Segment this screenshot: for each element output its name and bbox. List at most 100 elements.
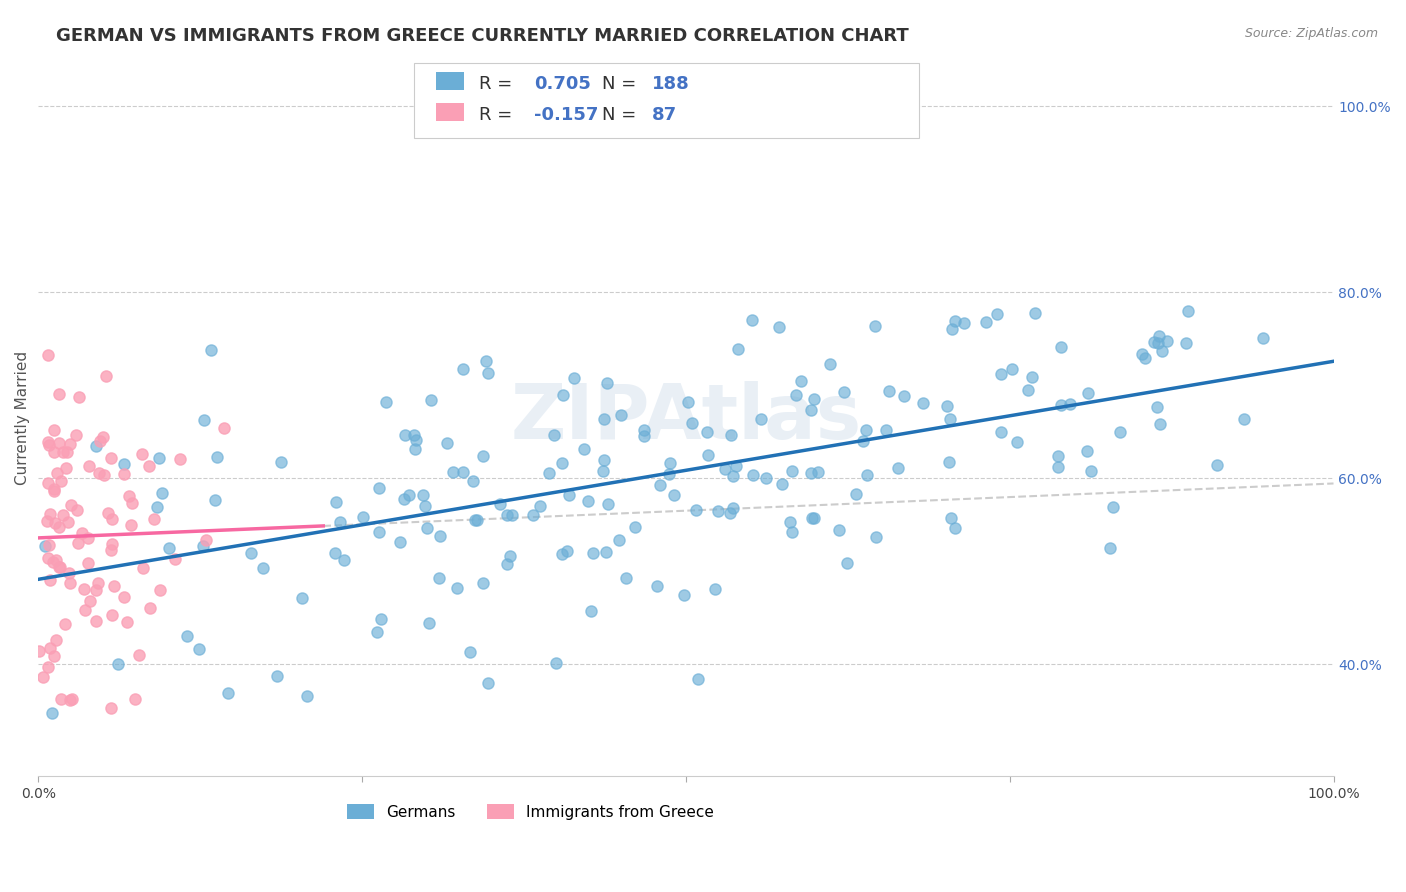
Point xyxy=(394,491,416,506)
Point xyxy=(131,447,153,461)
Point xyxy=(624,520,647,534)
Point xyxy=(551,388,574,402)
Point xyxy=(1046,449,1069,463)
Point xyxy=(887,460,910,475)
Point xyxy=(593,453,616,467)
Point xyxy=(742,468,765,483)
Point xyxy=(1146,400,1168,414)
Point xyxy=(419,392,441,407)
Point xyxy=(1049,398,1071,412)
Point xyxy=(93,467,115,482)
Point xyxy=(323,546,346,560)
Point xyxy=(820,357,842,371)
Point xyxy=(32,670,55,684)
Text: 87: 87 xyxy=(652,106,678,124)
Point xyxy=(270,455,292,469)
Point xyxy=(803,511,825,525)
Point xyxy=(1152,344,1174,359)
Point xyxy=(581,545,603,559)
Bar xyxy=(436,72,464,90)
Point xyxy=(51,475,73,489)
Point xyxy=(935,400,957,414)
Point xyxy=(832,385,855,400)
Point xyxy=(49,692,72,706)
Point xyxy=(1108,425,1130,439)
Point xyxy=(44,516,66,530)
Point xyxy=(58,566,80,580)
Point xyxy=(686,672,709,686)
Point xyxy=(415,499,437,513)
Point xyxy=(65,428,87,442)
Point xyxy=(564,370,586,384)
Point xyxy=(73,582,96,596)
Point xyxy=(124,691,146,706)
Point xyxy=(38,538,60,552)
Point xyxy=(865,530,887,544)
Point xyxy=(37,660,59,674)
Text: ZIPAtlas: ZIPAtlas xyxy=(510,381,862,455)
Point xyxy=(633,423,655,437)
Point xyxy=(389,534,412,549)
Point xyxy=(596,376,619,390)
Point xyxy=(718,506,741,520)
Point xyxy=(659,456,682,470)
Point xyxy=(1017,384,1039,398)
Point xyxy=(94,368,117,383)
Point xyxy=(214,421,236,435)
Point xyxy=(218,686,240,700)
Point xyxy=(460,645,482,659)
Point xyxy=(329,515,352,529)
Point xyxy=(27,643,49,657)
Point xyxy=(73,602,96,616)
Point xyxy=(325,495,347,509)
Point xyxy=(1143,335,1166,350)
Point xyxy=(696,425,718,439)
Point xyxy=(755,471,778,485)
Point xyxy=(943,314,966,328)
Point xyxy=(42,423,65,437)
Point xyxy=(1175,336,1198,351)
Point xyxy=(800,402,823,417)
Point xyxy=(115,615,138,629)
Point xyxy=(856,467,879,482)
Point xyxy=(89,466,111,480)
Point xyxy=(1059,397,1081,411)
Point xyxy=(429,529,451,543)
Point xyxy=(55,461,77,475)
Text: N =: N = xyxy=(602,106,641,124)
Point xyxy=(72,525,94,540)
Point xyxy=(128,648,150,662)
Point xyxy=(205,450,228,464)
Point xyxy=(48,519,70,533)
Point xyxy=(37,348,59,362)
Point xyxy=(42,556,65,570)
Point xyxy=(101,608,124,623)
Point xyxy=(84,583,107,598)
Point xyxy=(38,640,60,655)
Point xyxy=(368,525,391,540)
Point xyxy=(610,408,633,422)
Point xyxy=(1177,304,1199,318)
Point xyxy=(768,320,790,334)
Text: GERMAN VS IMMIGRANTS FROM GREECE CURRENTLY MARRIED CORRELATION CHART: GERMAN VS IMMIGRANTS FROM GREECE CURRENT… xyxy=(56,27,910,45)
Point xyxy=(45,632,67,647)
Point xyxy=(100,450,122,465)
Point xyxy=(489,497,512,511)
Point xyxy=(159,541,181,555)
Point xyxy=(42,482,65,496)
Point xyxy=(427,571,450,585)
Text: R =: R = xyxy=(478,75,517,93)
Point xyxy=(441,465,464,479)
Point xyxy=(673,589,696,603)
Point xyxy=(107,657,129,672)
Legend: Germans, Immigrants from Greece: Germans, Immigrants from Greece xyxy=(340,797,720,826)
Point xyxy=(38,438,60,452)
Point xyxy=(48,386,70,401)
Point xyxy=(60,691,83,706)
Point xyxy=(204,493,226,508)
Point xyxy=(41,706,63,720)
Point xyxy=(941,322,963,336)
Point xyxy=(84,439,107,453)
Point xyxy=(48,436,70,450)
Bar xyxy=(436,103,464,120)
